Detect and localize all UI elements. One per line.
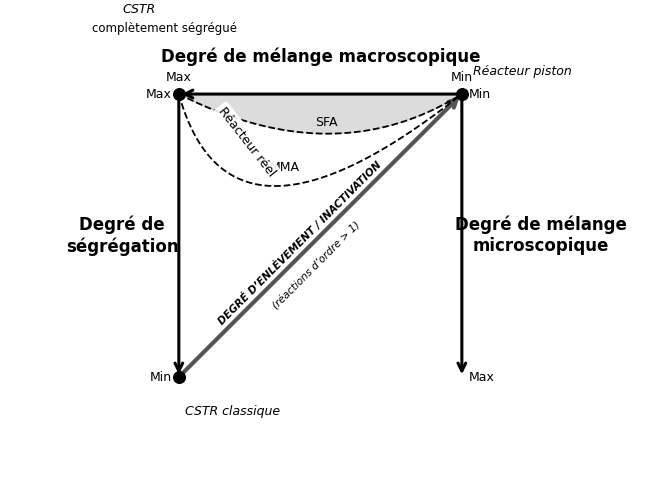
Text: Max: Max (146, 87, 172, 101)
Text: Max: Max (166, 71, 192, 84)
Polygon shape (179, 94, 462, 134)
Text: Max: Max (469, 370, 495, 383)
Text: Min: Min (150, 370, 172, 383)
Text: Réacteur réel: Réacteur réel (215, 105, 278, 179)
Point (173, 373, 184, 381)
Text: SFA: SFA (314, 116, 337, 129)
Text: Min: Min (469, 87, 491, 101)
Text: CSTR: CSTR (122, 2, 156, 16)
Text: Min: Min (451, 71, 473, 84)
Point (173, 90, 184, 98)
Text: MMA: MMA (270, 161, 300, 174)
Text: (réactions d’ordre > 1): (réactions d’ordre > 1) (271, 220, 363, 312)
Text: complètement ségrégué: complètement ségrégué (92, 22, 237, 35)
Text: CSTR classique: CSTR classique (185, 405, 280, 418)
Text: Degré de
ségrégation: Degré de ségrégation (66, 216, 179, 256)
Text: Degré de mélange macroscopique: Degré de mélange macroscopique (161, 47, 480, 66)
Text: Réacteur piston: Réacteur piston (473, 65, 572, 78)
Text: Degré de mélange
microscopique: Degré de mélange microscopique (455, 216, 627, 255)
Point (456, 90, 467, 98)
Text: DEGRÉ D’ENLÈVEMENT / INACTIVATION: DEGRÉ D’ENLÈVEMENT / INACTIVATION (215, 159, 383, 327)
